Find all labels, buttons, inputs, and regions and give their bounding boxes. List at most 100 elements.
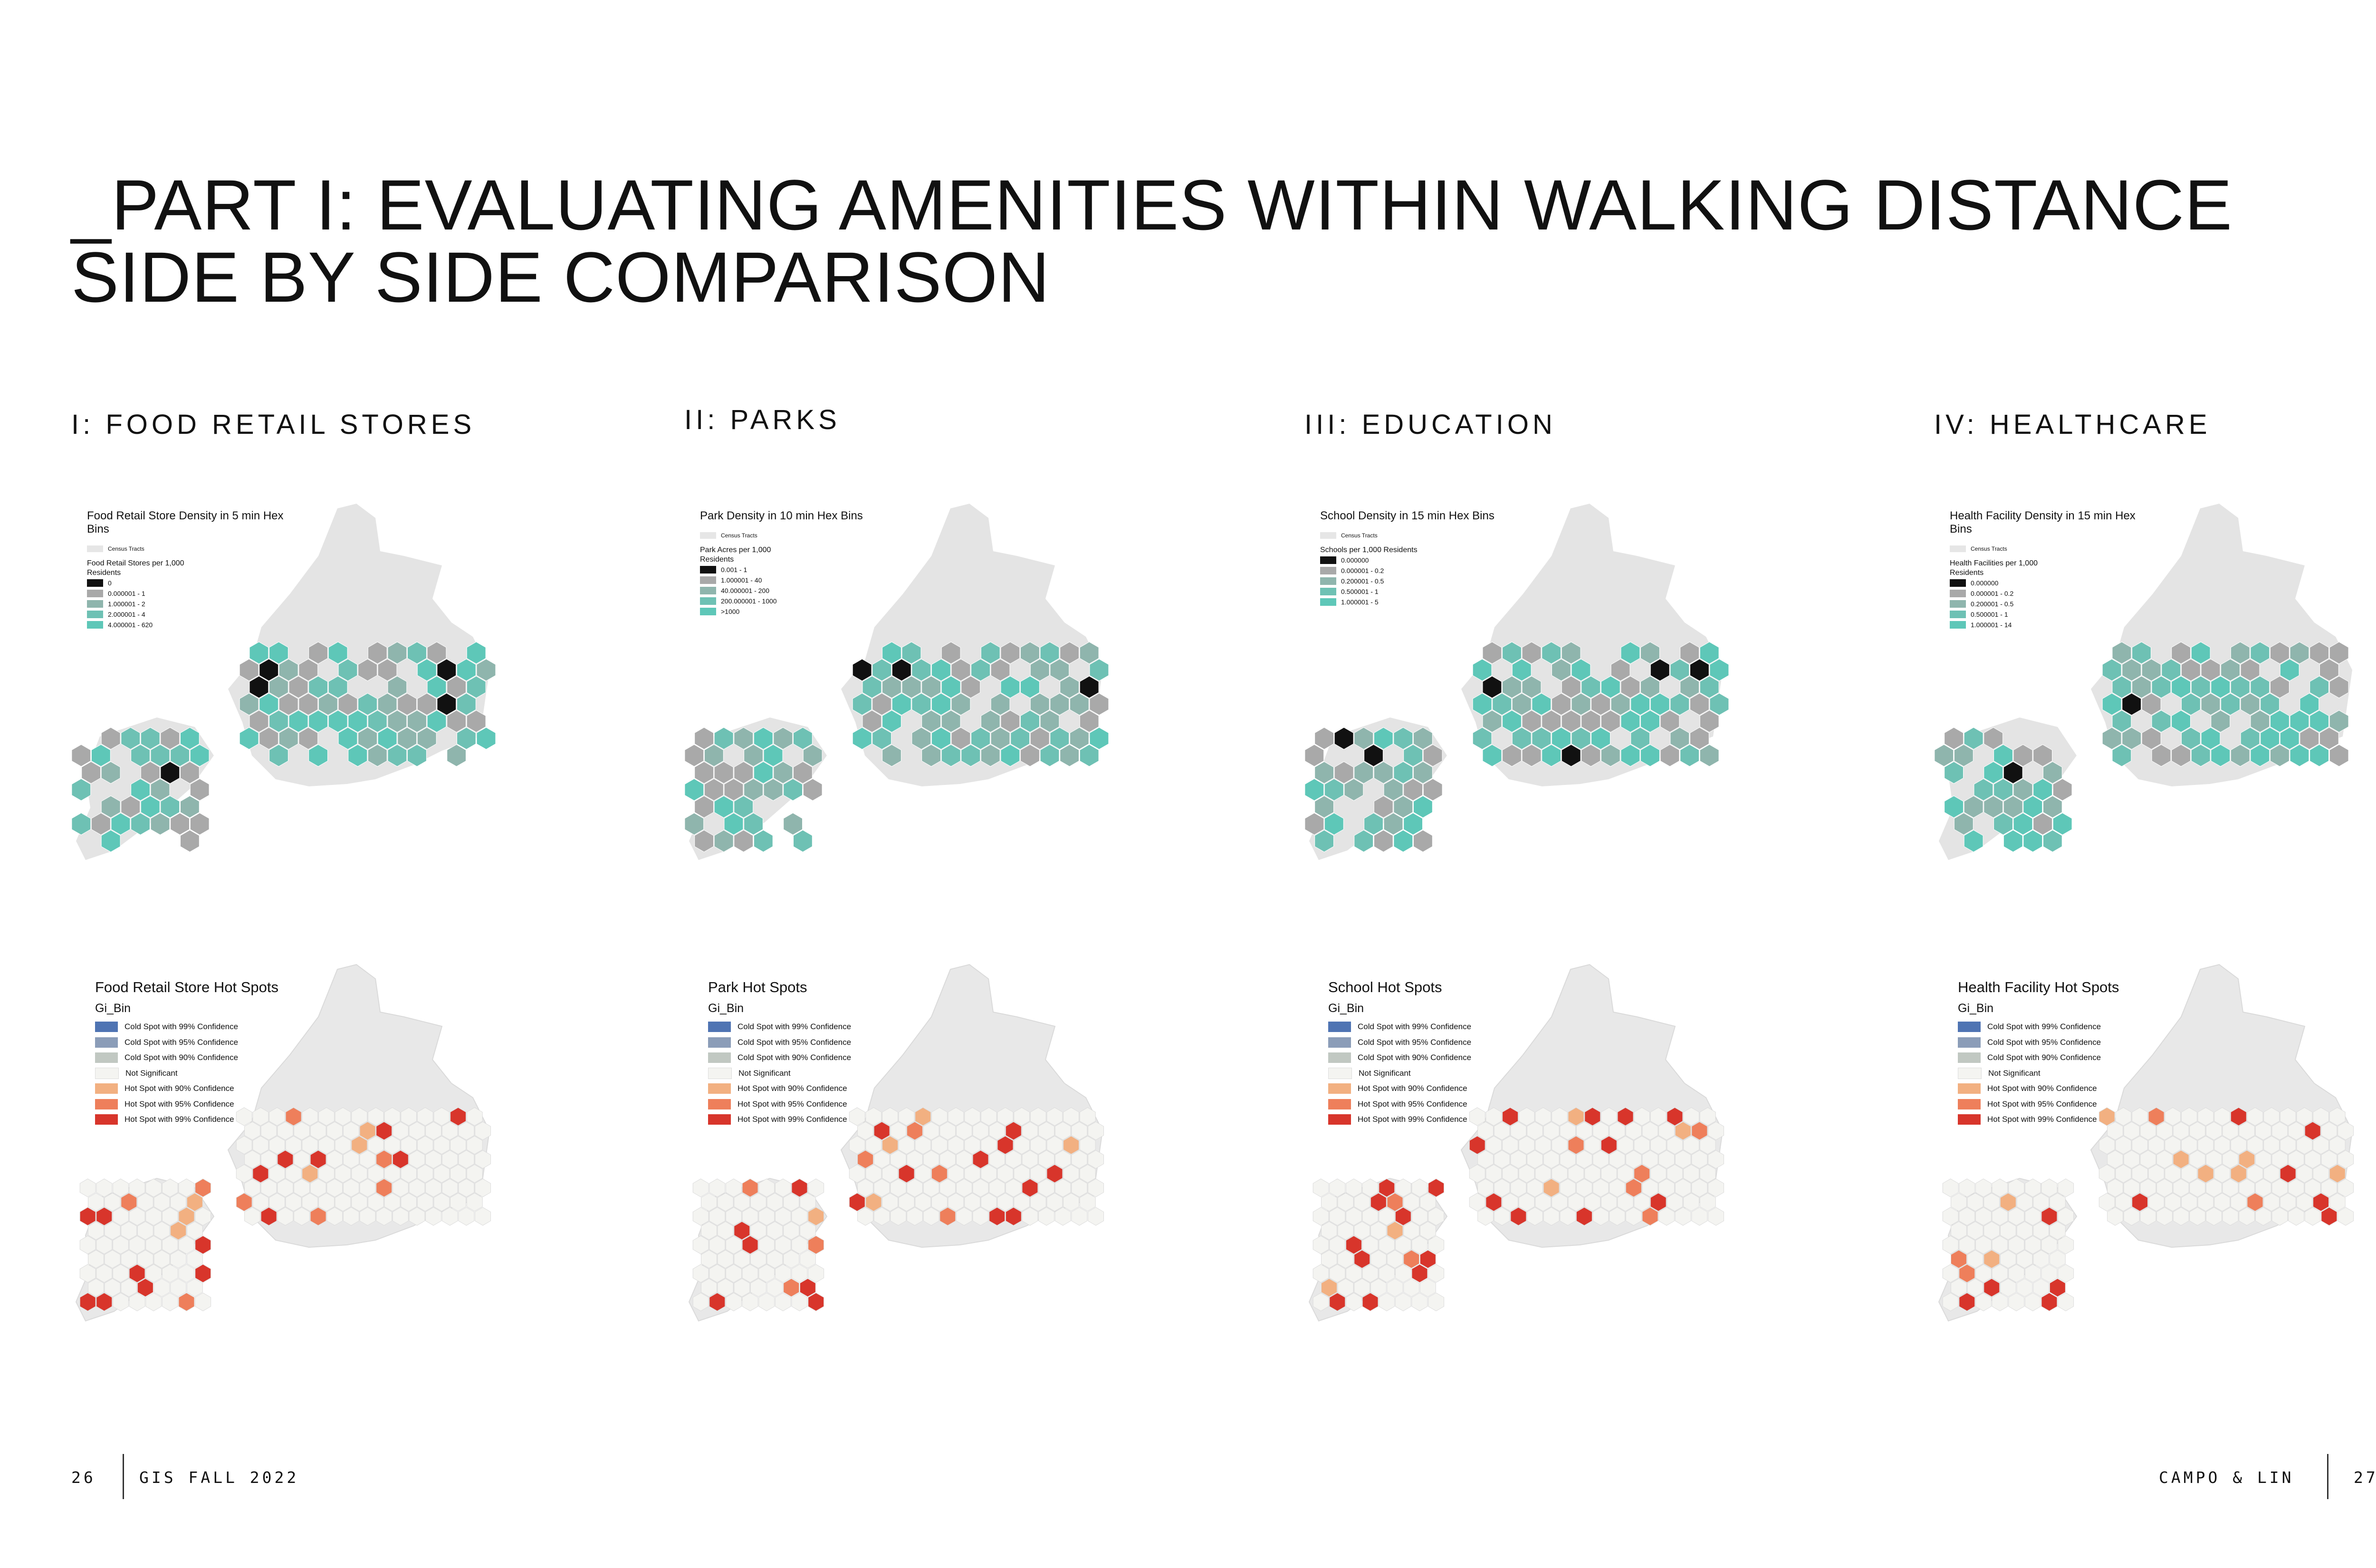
legend-row: 4.000001 - 620	[87, 620, 296, 630]
hex-bin	[244, 1178, 260, 1197]
hex-bin	[397, 727, 417, 750]
hex-bin	[1691, 1178, 1708, 1197]
hex-bin	[1403, 1278, 1420, 1297]
legend-row: 0.500001 - 1	[1320, 586, 1529, 597]
hex-bin	[849, 1164, 865, 1183]
legend-label: Cold Spot with 90% Confidence	[1987, 1053, 2101, 1062]
legend-swatch	[1958, 1022, 1981, 1033]
hex-bin	[153, 1250, 170, 1269]
hex-bin	[921, 710, 941, 733]
legend-census-label: Census Tracts	[721, 532, 757, 539]
hex-bin	[783, 1193, 800, 1212]
hex-bin	[121, 1278, 137, 1297]
hex-bin	[113, 1264, 129, 1283]
hex-bin	[162, 1207, 178, 1226]
hex-bin	[1527, 1150, 1543, 1169]
hex-bin	[1964, 727, 1983, 750]
hex-bin	[2122, 727, 2142, 750]
hex-bin	[2049, 1278, 2066, 1297]
hex-bin	[990, 693, 1010, 716]
hex-bin	[1942, 1292, 1959, 1311]
hex-bin	[308, 641, 328, 664]
hex-bin	[1046, 1107, 1063, 1126]
hex-bin	[1472, 727, 1492, 750]
section-heading-education: III: EDUCATION	[1304, 409, 1556, 440]
hex-bin	[328, 710, 348, 733]
legend-label: 2.000001 - 4	[108, 611, 145, 618]
hex-bin	[694, 830, 714, 852]
hex-bin	[1362, 1264, 1379, 1283]
hex-bin	[2222, 1150, 2239, 1169]
hex-bin	[145, 1178, 162, 1197]
hex-bin	[190, 744, 210, 767]
hex-bin	[2043, 795, 2062, 818]
hex-bin	[951, 727, 971, 750]
hex-bin	[873, 1207, 890, 1226]
hex-bin	[1560, 1150, 1576, 1169]
hex-bin	[1428, 1235, 1445, 1254]
legend-label: 1.000001 - 14	[1971, 621, 2012, 629]
hex-bin	[1522, 676, 1542, 698]
hex-bin	[298, 693, 318, 716]
hex-bin	[1975, 1292, 1992, 1311]
hex-bin	[409, 1178, 425, 1197]
hex-bin	[351, 1164, 368, 1183]
hex-bin	[1951, 1278, 1967, 1297]
hex-bin	[2165, 1107, 2181, 1126]
hex-bin	[178, 1178, 195, 1197]
legend-swatch	[1328, 1052, 1351, 1063]
hex-bin	[931, 1136, 948, 1155]
hex-bin	[288, 710, 308, 733]
legend-swatch	[700, 608, 716, 615]
hex-bin	[907, 1178, 923, 1197]
legend-census-label: Census Tracts	[1971, 545, 2007, 552]
hex-bin	[1395, 1207, 1411, 1226]
hex-bin	[1395, 1264, 1411, 1283]
hex-bin	[989, 1121, 1006, 1140]
legend-swatch	[87, 600, 103, 608]
hex-bin	[260, 1121, 277, 1140]
legend-label: 0.000001 - 0.2	[1971, 590, 2014, 597]
hex-bin	[911, 727, 931, 750]
hex-bin	[941, 676, 961, 698]
hex-bin	[2132, 1193, 2148, 1212]
hex-bin	[1993, 744, 2013, 767]
hex-bin	[1630, 693, 1650, 716]
hex-bin	[1502, 1136, 1518, 1155]
legend-census-label: Census Tracts	[108, 545, 144, 552]
hex-bin	[1675, 1150, 1691, 1169]
legend-census-row: Census Tracts	[87, 545, 296, 552]
legend-swatch	[700, 597, 716, 605]
hex-bin	[1379, 1264, 1395, 1283]
legend-swatch	[87, 611, 103, 618]
hex-bin	[1428, 1178, 1445, 1197]
hex-bin	[150, 744, 170, 767]
hex-bin	[195, 1178, 211, 1197]
hex-bin	[2123, 1178, 2140, 1197]
hex-bin	[2313, 1164, 2329, 1183]
hex-bin	[236, 1193, 252, 1212]
map-density-healthcare	[1934, 504, 2352, 860]
hex-bin	[898, 1193, 915, 1212]
hex-bin	[2290, 710, 2309, 733]
hex-bin	[2270, 676, 2290, 698]
hex-bin	[310, 1178, 326, 1197]
hex-bin	[351, 1107, 368, 1126]
hex-bin	[1510, 1121, 1527, 1140]
hex-bin	[1552, 693, 1571, 716]
legend-row: Cold Spot with 99% Confidence	[95, 1019, 278, 1035]
hex-bin	[1038, 1207, 1055, 1226]
hex-bin	[427, 641, 447, 664]
hex-bin	[758, 1235, 775, 1254]
hex-bin	[1625, 1178, 1642, 1197]
hex-bin	[872, 727, 892, 750]
hex-bin	[1944, 761, 1964, 784]
hex-bin	[2221, 659, 2240, 681]
hex-bin	[915, 1164, 931, 1183]
hex-bin	[799, 1221, 816, 1240]
hex-bin	[2329, 1164, 2346, 1183]
hex-bin	[2263, 1136, 2280, 1155]
legend-row: Cold Spot with 90% Confidence	[1958, 1050, 2119, 1066]
hex-bin	[1709, 659, 1729, 681]
hex-bin	[2230, 1193, 2247, 1212]
